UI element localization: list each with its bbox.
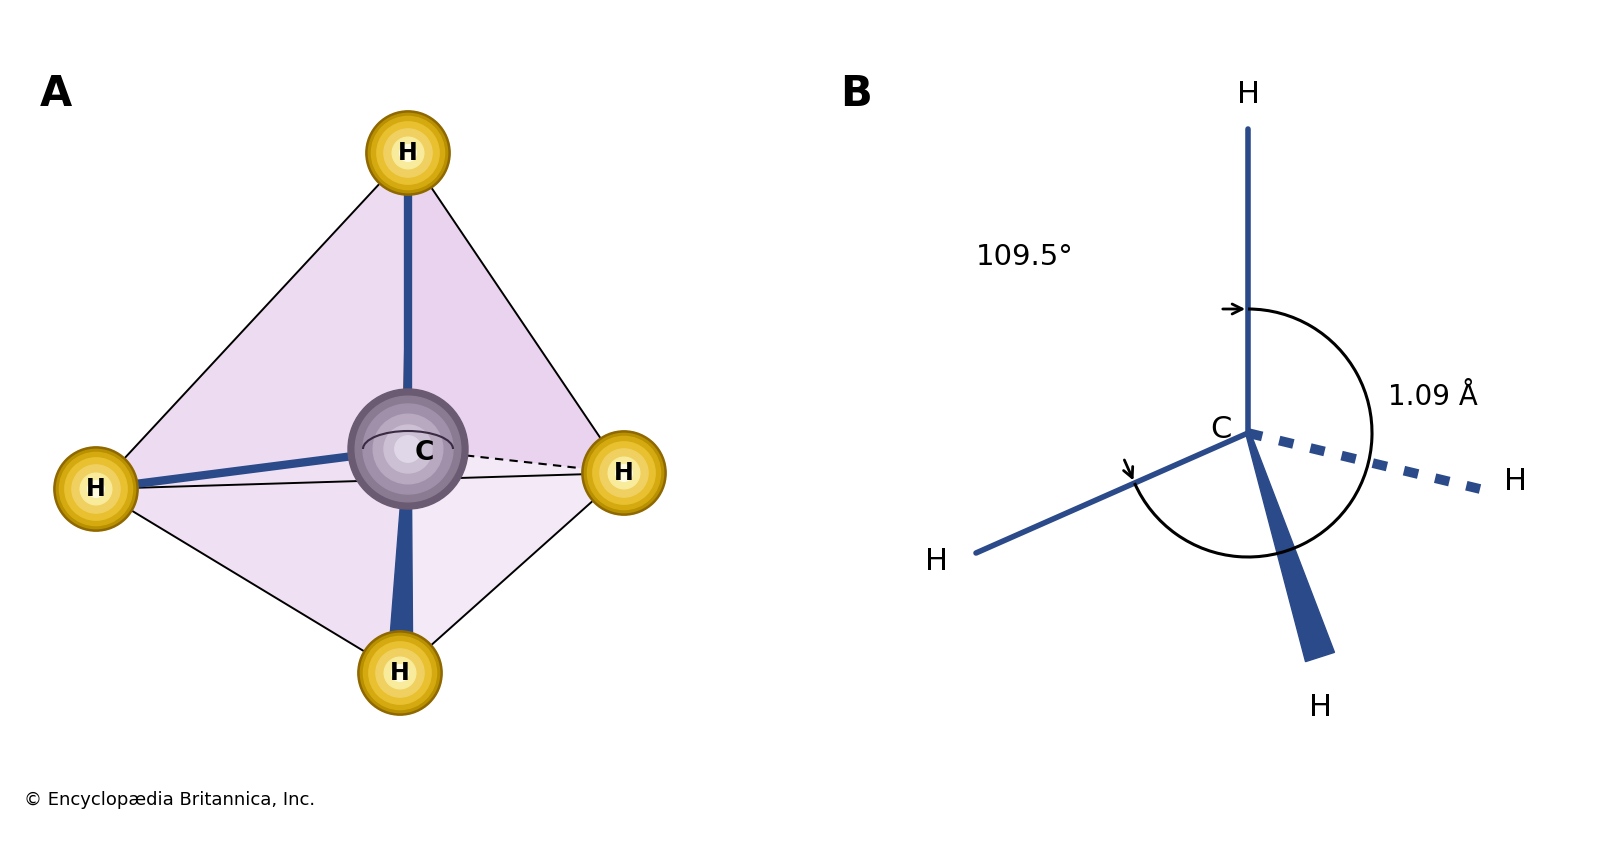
Circle shape xyxy=(88,481,104,497)
Circle shape xyxy=(392,137,424,169)
Polygon shape xyxy=(96,449,408,673)
Circle shape xyxy=(59,452,133,526)
Circle shape xyxy=(363,404,453,494)
Circle shape xyxy=(395,436,421,462)
Circle shape xyxy=(600,449,648,497)
Circle shape xyxy=(582,431,666,514)
Circle shape xyxy=(363,637,437,709)
Polygon shape xyxy=(387,449,413,674)
Circle shape xyxy=(376,649,424,697)
Circle shape xyxy=(368,642,432,704)
Circle shape xyxy=(384,425,432,473)
Circle shape xyxy=(592,442,656,504)
Polygon shape xyxy=(1246,432,1334,662)
Text: H: H xyxy=(1504,467,1526,495)
Circle shape xyxy=(384,657,416,688)
Circle shape xyxy=(371,116,445,190)
Circle shape xyxy=(72,465,120,514)
Text: H: H xyxy=(398,141,418,165)
Text: H: H xyxy=(1237,80,1259,109)
Circle shape xyxy=(384,129,432,178)
Polygon shape xyxy=(400,449,624,673)
Circle shape xyxy=(608,457,640,488)
Circle shape xyxy=(587,436,661,509)
Circle shape xyxy=(392,665,408,682)
Text: B: B xyxy=(840,73,872,115)
Circle shape xyxy=(373,414,443,484)
Polygon shape xyxy=(96,153,408,489)
Text: H: H xyxy=(925,546,947,576)
Circle shape xyxy=(358,631,442,714)
Circle shape xyxy=(54,448,138,531)
Circle shape xyxy=(400,145,416,161)
Circle shape xyxy=(64,458,128,520)
Text: C: C xyxy=(1211,415,1232,443)
Circle shape xyxy=(378,122,438,184)
Text: 109.5°: 109.5° xyxy=(976,243,1074,271)
Text: H: H xyxy=(1309,693,1331,722)
Text: A: A xyxy=(40,73,72,115)
Circle shape xyxy=(366,112,450,195)
Circle shape xyxy=(616,465,632,481)
Circle shape xyxy=(80,473,112,505)
Polygon shape xyxy=(408,153,624,473)
Text: H: H xyxy=(86,477,106,501)
Circle shape xyxy=(349,389,467,509)
Text: © Encyclopædia Britannica, Inc.: © Encyclopædia Britannica, Inc. xyxy=(24,791,315,809)
Text: 1.09 Å: 1.09 Å xyxy=(1389,383,1478,411)
Text: H: H xyxy=(390,661,410,685)
Text: C: C xyxy=(414,440,434,466)
Circle shape xyxy=(355,397,461,501)
Text: H: H xyxy=(614,461,634,485)
